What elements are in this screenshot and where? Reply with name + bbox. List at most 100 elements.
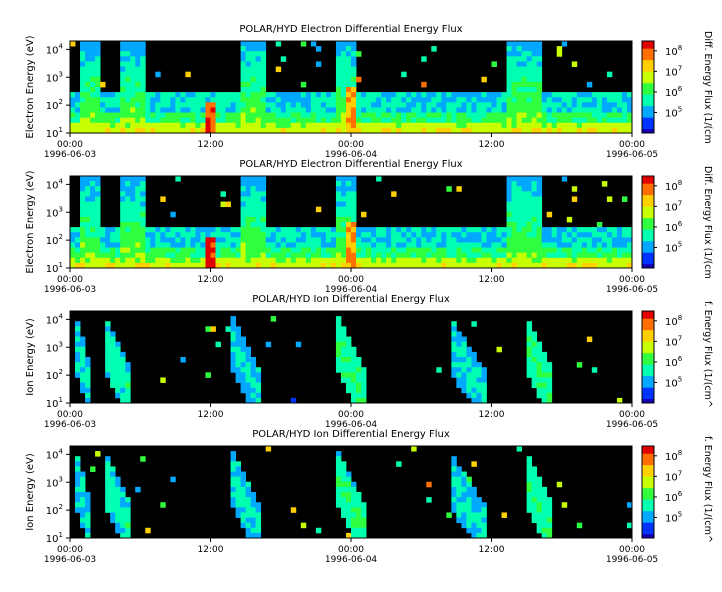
heatmap-cell [230, 456, 236, 462]
heatmap-cell [401, 242, 407, 248]
heatmap-cell [80, 81, 86, 88]
heatmap-cell [250, 122, 257, 129]
heatmap-cell [80, 117, 86, 124]
heatmap-cell [521, 122, 528, 129]
heatmap-cell [260, 46, 267, 52]
heatmap-cell [431, 97, 437, 103]
heatmap-cell [295, 252, 302, 259]
heatmap-cell [90, 56, 96, 62]
heatmap-cell [90, 107, 96, 113]
heatmap-cell [110, 127, 116, 134]
heatmap-cell [215, 247, 221, 254]
heatmap-cell [180, 102, 186, 108]
heatmap-cell [611, 102, 618, 108]
heatmap-cell [105, 232, 111, 238]
heatmap-cell [255, 387, 262, 394]
heatmap-cell [496, 232, 502, 238]
heatmap-cell [446, 237, 452, 243]
heatmap-cell [431, 257, 437, 264]
heatmap-cell [526, 481, 533, 488]
heatmap-cell [130, 102, 136, 108]
heatmap-cell [541, 512, 548, 518]
heatmap-cell [105, 461, 111, 467]
heatmap-cell [180, 227, 186, 233]
heatmap-cell [245, 41, 252, 47]
heatmap-cell [476, 527, 482, 534]
colorbar-segment [642, 311, 654, 316]
heatmap-cell [616, 247, 623, 254]
heatmap-cell [345, 46, 352, 52]
heatmap-cell [125, 127, 131, 134]
heatmap-cell [596, 232, 603, 238]
heatmap-cell [305, 232, 312, 238]
heatmap-cell [105, 237, 111, 243]
heatmap-cell [315, 252, 322, 259]
heatmap-cell [466, 522, 472, 529]
heatmap-cell [270, 97, 277, 103]
heatmap-cell [466, 97, 472, 103]
heatmap-cell [230, 92, 236, 98]
heatmap-cell [411, 247, 417, 254]
heatmap-cell [335, 237, 342, 243]
heatmap-cell [611, 242, 618, 248]
heatmap-cell [466, 252, 472, 259]
heatmap-cell [195, 112, 201, 119]
heatmap-cell [285, 92, 292, 98]
heatmap-cell [531, 471, 538, 478]
heatmap-cell [491, 61, 497, 67]
heatmap-cell [566, 107, 573, 113]
heatmap-cell [586, 92, 593, 98]
colorbar-segment [642, 503, 654, 508]
heatmap-cell [581, 122, 588, 129]
heatmap-cell [215, 92, 221, 98]
y-tick-label: 102 [46, 233, 63, 247]
heatmap-cell [185, 127, 191, 134]
heatmap-cell [340, 471, 347, 478]
y-axis-label: Electron Energy (eV) [25, 170, 36, 273]
heatmap-cell [521, 196, 528, 202]
heatmap-cell [521, 61, 528, 67]
heatmap-cell [250, 76, 257, 83]
heatmap-cell [260, 257, 267, 264]
heatmap-cell [521, 56, 528, 62]
heatmap-cell [220, 127, 226, 134]
heatmap-cell [120, 382, 126, 389]
colorbar-segment [642, 52, 654, 57]
heatmap-cell [361, 117, 367, 124]
heatmap-cell [335, 326, 342, 332]
heatmap-cell [586, 81, 593, 88]
heatmap-cell [105, 321, 111, 327]
heatmap-cell [115, 517, 121, 524]
heatmap-cell [220, 227, 226, 233]
heatmap-cell [310, 41, 317, 47]
heatmap-cell [255, 522, 262, 529]
heatmap-cell [125, 61, 131, 67]
heatmap-cell [105, 486, 111, 493]
heatmap-cell [115, 122, 121, 129]
heatmap-cell [566, 127, 573, 134]
colorbar-segment [642, 534, 654, 539]
heatmap-cell [396, 122, 402, 129]
heatmap-cell [145, 237, 151, 243]
heatmap-cell [556, 257, 563, 264]
heatmap-cell [245, 51, 252, 57]
heatmap-cell [531, 216, 538, 223]
heatmap-cell [85, 242, 91, 248]
heatmap-cell [315, 206, 322, 213]
heatmap-cell [541, 522, 548, 529]
heatmap-cell [546, 232, 553, 238]
heatmap-cell [596, 242, 603, 248]
heatmap-cell [335, 216, 342, 223]
heatmap-cell [80, 507, 86, 513]
heatmap-cell [376, 117, 382, 124]
heatmap-cell [255, 122, 262, 129]
heatmap-cell [621, 97, 628, 103]
heatmap-cell [125, 382, 131, 389]
heatmap-cell [356, 362, 362, 368]
heatmap-cell [591, 227, 598, 233]
heatmap-cell [260, 51, 267, 57]
heatmap-cell [526, 122, 533, 129]
heatmap-cell [140, 242, 146, 248]
heatmap-cell [366, 242, 372, 248]
heatmap-cell [230, 466, 236, 472]
